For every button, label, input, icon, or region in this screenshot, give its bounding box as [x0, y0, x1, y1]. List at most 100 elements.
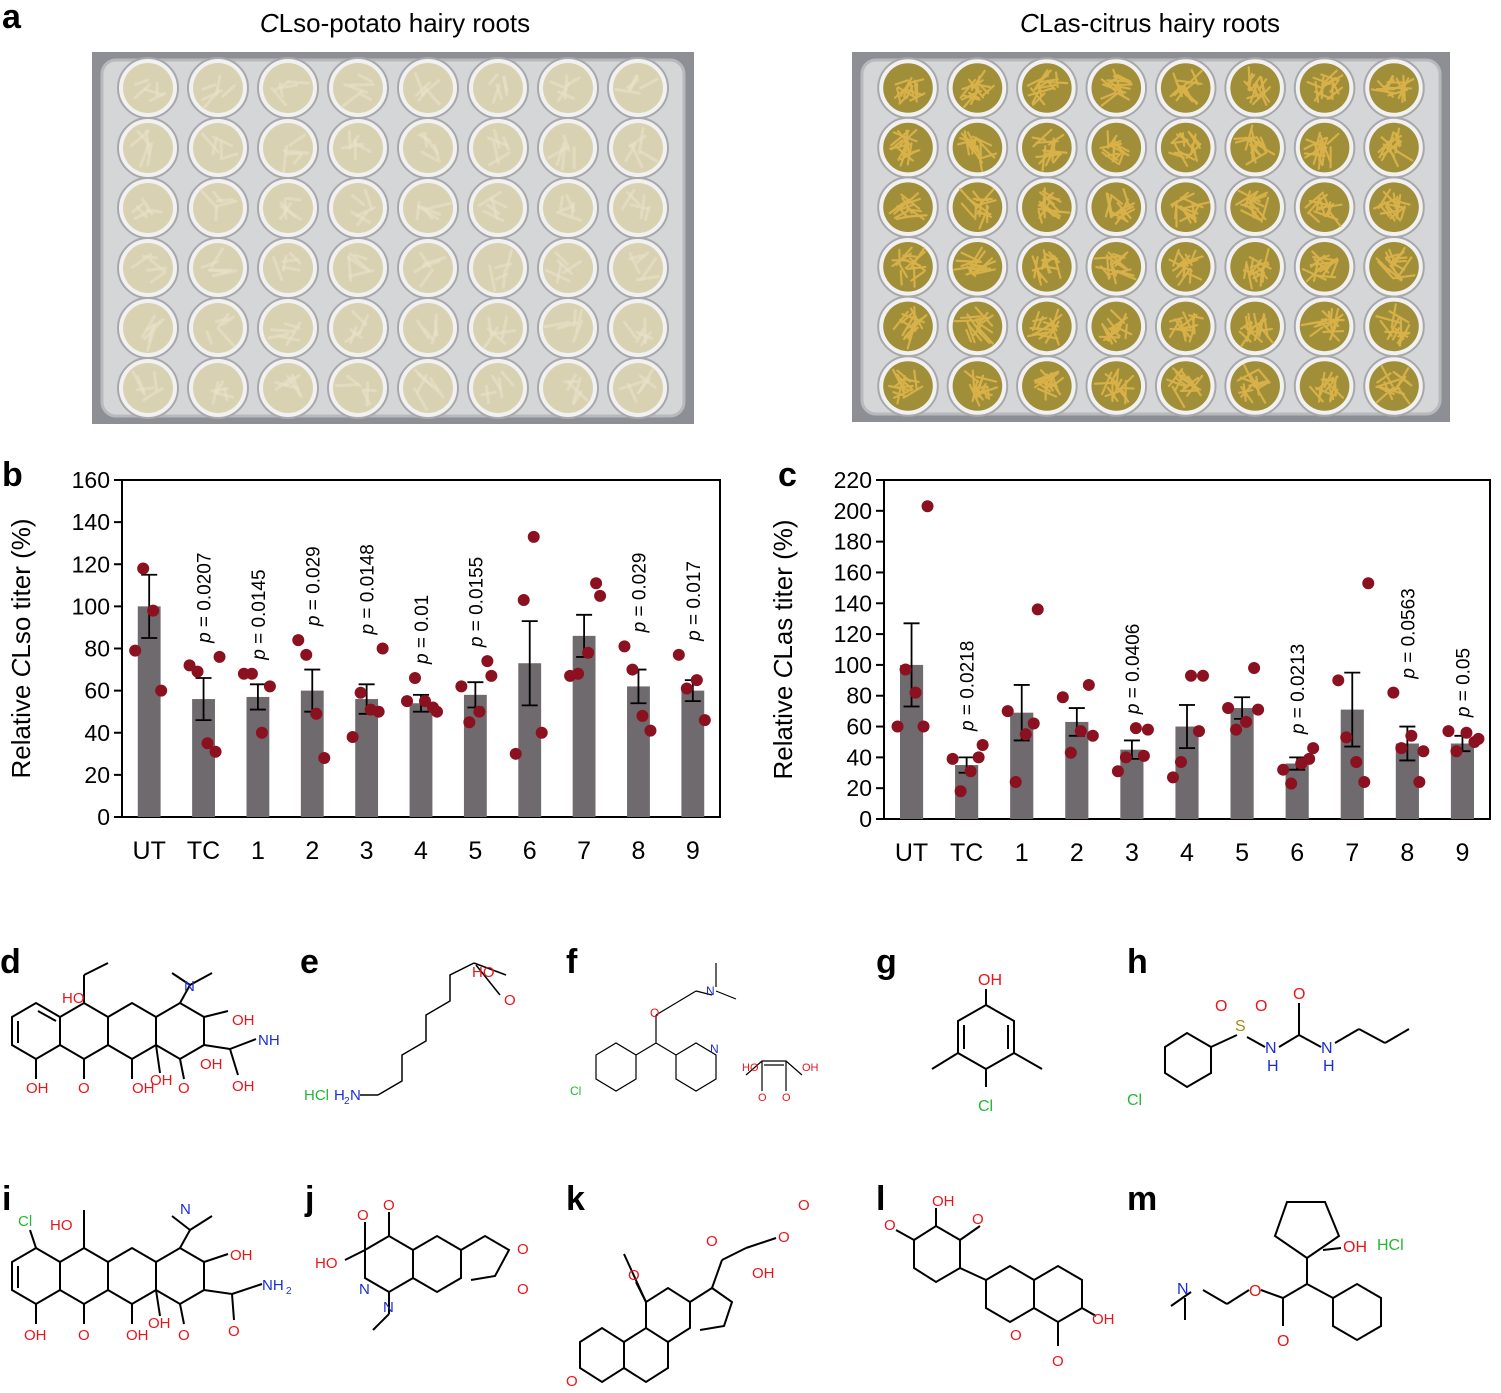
potato-root-fragment	[488, 73, 499, 86]
potato-root-fragment	[207, 268, 229, 274]
chart-b-data-point	[129, 644, 142, 657]
potato-root-fragment	[200, 132, 220, 154]
atom-f-1: N	[706, 984, 715, 998]
potato-root-fragment	[279, 202, 292, 221]
panel-letter-f: f	[566, 943, 578, 981]
potato-root-fragment	[556, 90, 576, 100]
potato-well-medium	[403, 123, 453, 173]
citrus-root-fragment	[1239, 320, 1253, 330]
potato-root-fragment	[635, 275, 661, 282]
chart-c-data-point	[1303, 752, 1316, 765]
citrus-root-fragment	[1188, 314, 1204, 320]
potato-root-fragment	[152, 371, 159, 392]
citrus-root-fragment	[913, 79, 918, 103]
chart-clas-titer: 0 20 40 60 80 100 120 140 160 180 200 220 Relative C…	[770, 470, 1491, 867]
potato-root-fragment	[215, 199, 238, 208]
citrus-root-fragment	[895, 87, 902, 104]
potato-root-fragment	[562, 260, 582, 275]
chart-clso-titer: 0 20 40 60 80 100 120 140 160 Relative CLso titer…	[6, 470, 721, 865]
chart-c-data-point	[899, 663, 912, 676]
citrus-root-fragment	[1333, 379, 1337, 397]
atom-l-2: O	[884, 1217, 896, 1234]
chart-c-bar-6	[1285, 763, 1309, 819]
atom-d-9: OH	[200, 1056, 223, 1073]
chart-b-data-point	[485, 669, 498, 682]
chart-b-data-point	[535, 726, 548, 739]
citrus-root-fragment	[1112, 68, 1122, 92]
chart-b-data-point	[626, 663, 639, 676]
potato-root-fragment	[643, 205, 651, 221]
citrus-root-fragment	[1392, 256, 1408, 260]
citrus-root-fragment	[1182, 209, 1192, 224]
citrus-well-medium	[1299, 63, 1350, 113]
citrus-root-fragment	[1320, 259, 1335, 279]
chart-b-pvalue-label: p = 0.01	[412, 595, 433, 665]
citrus-root-fragment	[1179, 320, 1187, 342]
citrus-root-fragment	[1240, 385, 1254, 404]
potato-root-fragment	[558, 195, 565, 213]
potato-root-fragment	[348, 269, 374, 278]
citrus-root-fragment	[1398, 328, 1403, 347]
atom-k-5: O	[798, 1197, 810, 1214]
citrus-root-fragment	[1395, 195, 1399, 220]
citrus-root-fragment	[1095, 265, 1122, 274]
chart-b-data-point	[372, 705, 385, 718]
citrus-root-fragment	[953, 264, 980, 271]
citrus-root-fragment	[1250, 142, 1254, 162]
citrus-root-fragment	[1187, 69, 1203, 85]
chart-c-data-point	[1056, 691, 1069, 704]
atom-d-10: N	[184, 978, 195, 995]
panel-letter-k: k	[566, 1180, 585, 1218]
citrus-root-fragment	[1392, 370, 1410, 384]
chart-b-bar-7	[572, 635, 596, 817]
potato-root-fragment	[638, 374, 657, 389]
chart-c-pvalue-label: p = 0.0563	[1398, 588, 1419, 679]
chart-b-bar-9	[681, 690, 705, 817]
potato-root-fragment	[149, 271, 166, 284]
citrus-root-fragment	[1049, 377, 1064, 389]
citrus-root-fragment	[911, 209, 925, 221]
potato-root-fragment	[555, 141, 566, 166]
citrus-root-fragment	[1044, 380, 1055, 392]
chart-b-data-point	[300, 648, 313, 661]
citrus-root-fragment	[1027, 331, 1048, 338]
citrus-root-fragment	[890, 139, 904, 151]
potato-root-fragment	[556, 321, 579, 330]
chart-c-xtick-label: 5	[1235, 839, 1249, 867]
atom-k-4: O	[778, 1229, 790, 1246]
potato-root-fragment	[639, 150, 658, 163]
citrus-photo-title: CLas-citrus hairy roots	[870, 8, 1430, 39]
citrus-root-fragment	[1044, 195, 1061, 214]
citrus-root-fragment	[893, 377, 907, 388]
potato-root-fragment	[357, 73, 373, 83]
potato-root-fragment	[486, 136, 509, 147]
molecule-i-structure: Cl HO N OH OH O OH O O NH 2 OH	[11, 1201, 292, 1344]
citrus-root-fragment	[1031, 87, 1042, 105]
chart-b-data-point	[690, 674, 703, 687]
chart-c-ytick-label: 80	[846, 683, 872, 709]
citrus-root-fragment	[1034, 69, 1049, 90]
citrus-root-fragment	[1376, 385, 1395, 396]
citrus-root-fragment	[1317, 136, 1329, 161]
chart-c-data-point	[1027, 717, 1040, 730]
citrus-root-fragment	[1234, 137, 1255, 144]
chart-c-data-point	[1111, 765, 1124, 778]
chart-b-pvalue-label: p = 0.029	[629, 553, 650, 634]
atom-h-3: O	[1293, 986, 1305, 1003]
citrus-root-fragment	[953, 319, 981, 323]
potato-root-fragment	[417, 89, 428, 102]
citrus-root-fragment	[1182, 311, 1192, 330]
potato-root-fragment	[432, 143, 441, 163]
citrus-root-fragment	[1248, 379, 1270, 387]
chart-c-ytick-label: 40	[846, 744, 872, 770]
atom-i-0: Cl	[18, 1213, 32, 1230]
citrus-title-rest: Las-citrus hairy roots	[1038, 8, 1281, 38]
chart-b-data-point	[310, 707, 323, 720]
potato-root-fragment	[348, 83, 375, 87]
citrus-root-fragment	[892, 131, 918, 143]
potato-root-fragment	[282, 265, 301, 272]
potato-root-fragment	[416, 205, 442, 216]
citrus-root-fragment	[981, 84, 995, 98]
citrus-root-fragment	[894, 79, 909, 86]
citrus-root-fragment	[1047, 133, 1065, 146]
